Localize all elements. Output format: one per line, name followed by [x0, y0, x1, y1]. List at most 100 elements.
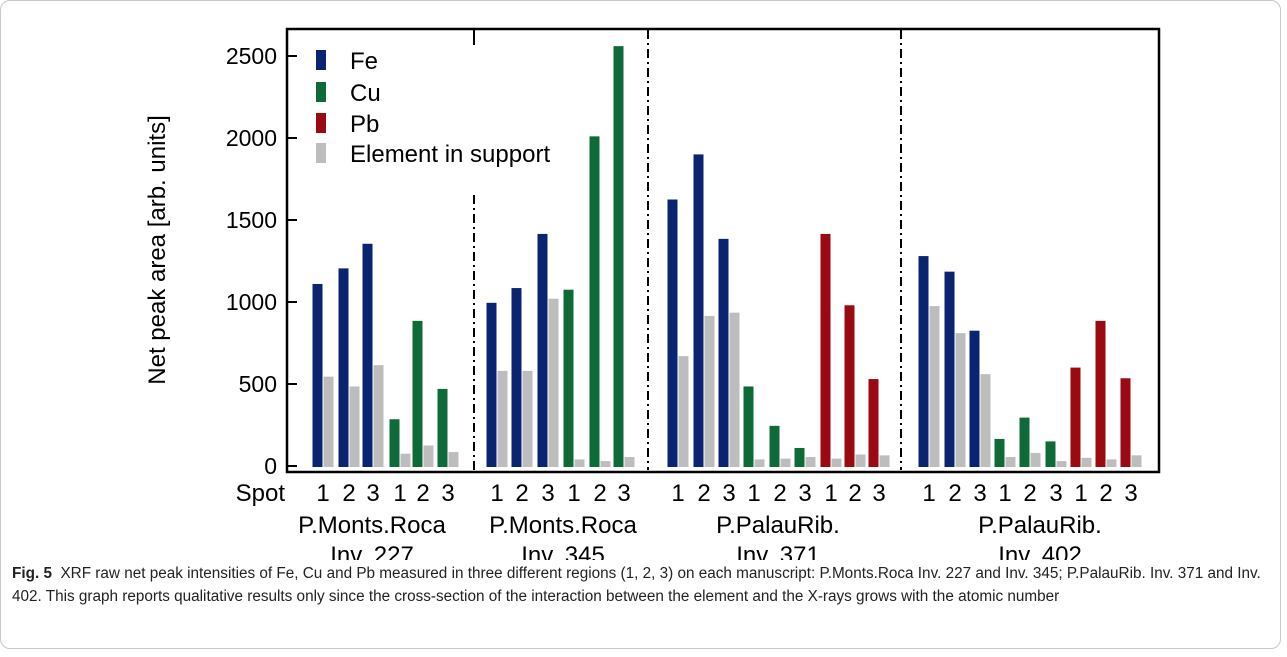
bar-element-in-support — [373, 365, 384, 467]
bar-element-in-support — [349, 386, 360, 467]
legend-swatch-cu — [316, 82, 326, 102]
bar-cu — [589, 136, 600, 468]
bar-element-in-support — [780, 458, 791, 467]
y-tick-label: 2500 — [226, 43, 277, 69]
spot-label: 2 — [697, 480, 710, 507]
bar-element-in-support — [548, 298, 559, 467]
bar-element-in-support — [448, 452, 459, 467]
legend-swatch-pb — [316, 113, 326, 133]
bar-element-in-support — [929, 306, 940, 467]
bar-pb — [820, 233, 831, 467]
bar-fe — [944, 271, 955, 467]
bar-pb — [1095, 320, 1106, 467]
bar-element-in-support — [704, 315, 715, 467]
bar-element-in-support — [574, 459, 585, 467]
bar-element-in-support — [624, 456, 635, 467]
group-label-inventory: Inv. 227 — [330, 542, 414, 560]
spot-label: 2 — [848, 480, 861, 507]
bar-element-in-support — [522, 370, 533, 467]
spot-label: 3 — [1124, 480, 1137, 507]
bar-fe — [718, 238, 729, 467]
y-axis-label: Net peak area [arb. units] — [144, 115, 171, 384]
bar-element-in-support — [323, 376, 334, 467]
legend-label: Cu — [350, 80, 381, 107]
bar-pb — [868, 379, 879, 467]
figure-caption: Fig. 5 XRF raw net peak intensities of F… — [12, 562, 1274, 608]
group-label-name: P.PalauRib. — [978, 512, 1102, 539]
bar-fe — [486, 302, 497, 467]
bar-pb — [844, 305, 855, 467]
bar-fe — [667, 199, 678, 467]
bar-element-in-support — [729, 312, 740, 467]
spot-label: 2 — [773, 480, 786, 507]
spot-label: 3 — [441, 480, 454, 507]
bar-element-in-support — [955, 333, 966, 467]
spot-label: 2 — [1099, 480, 1112, 507]
plot-area-frame — [285, 27, 1161, 474]
group-label-inventory: Inv. 402 — [998, 542, 1082, 560]
bar-cu — [1045, 441, 1056, 467]
bar-element-in-support — [879, 455, 890, 467]
legend-label: Fe — [350, 48, 378, 75]
bar-element-in-support — [497, 370, 508, 467]
spot-label: 3 — [541, 480, 554, 507]
legend-label: Pb — [350, 111, 379, 138]
spot-label: 3 — [1049, 480, 1062, 507]
bar-fe — [312, 283, 323, 467]
caption-label: Fig. 5 — [12, 565, 52, 582]
spot-label: 1 — [316, 480, 329, 507]
bar-cu — [1019, 417, 1030, 467]
y-tick-label: 1000 — [226, 289, 277, 315]
spot-label: 3 — [617, 480, 630, 507]
bar-cu — [563, 289, 574, 467]
bar-element-in-support — [1131, 455, 1142, 467]
bar-element-in-support — [831, 458, 842, 467]
bar-element-in-support — [400, 453, 411, 467]
bar-fe — [362, 243, 373, 467]
spot-label: 1 — [567, 480, 580, 507]
caption-text: XRF raw net peak intensities of Fe, Cu a… — [12, 565, 1261, 605]
spot-label: 1 — [922, 480, 935, 507]
bar-fe — [537, 233, 548, 467]
bar-pb — [1120, 378, 1131, 467]
bar-element-in-support — [423, 445, 434, 467]
bar-element-in-support — [1005, 456, 1016, 467]
bar-cu — [412, 320, 423, 467]
bar-fe — [511, 288, 522, 467]
bar-cu — [389, 419, 400, 467]
spot-label: 3 — [366, 480, 379, 507]
y-tick-label: 2000 — [226, 125, 277, 151]
spot-label: 2 — [1023, 480, 1036, 507]
bar-fe — [969, 330, 980, 467]
bar-cu — [769, 425, 780, 467]
spot-label: 2 — [515, 480, 528, 507]
bar-element-in-support — [1030, 452, 1041, 467]
spot-label: 3 — [973, 480, 986, 507]
bar-fe — [693, 154, 704, 467]
bar-element-in-support — [678, 356, 689, 467]
group-label-name: P.PalauRib. — [716, 512, 840, 539]
bar-element-in-support — [980, 374, 991, 467]
group-label-name: P.Monts.Roca — [298, 512, 446, 539]
bar-fe — [338, 268, 349, 467]
bar-element-in-support — [855, 454, 866, 467]
group-label-inventory: Inv. 345 — [521, 542, 605, 560]
y-tick-label: 1500 — [226, 207, 277, 233]
spot-label: 2 — [593, 480, 606, 507]
bar-element-in-support — [600, 461, 611, 467]
bar-element-in-support — [754, 459, 765, 467]
spot-label: 1 — [490, 480, 503, 507]
bar-cu — [613, 46, 624, 467]
spot-label: 1 — [671, 480, 684, 507]
spot-label: 2 — [948, 480, 961, 507]
x-axis-label: Spot — [236, 480, 286, 507]
group-label-name: P.Monts.Roca — [489, 512, 637, 539]
spot-label: 3 — [872, 480, 885, 507]
spot-label: 1 — [393, 480, 406, 507]
spot-label: 3 — [798, 480, 811, 507]
spot-label: 1 — [1074, 480, 1087, 507]
y-tick-label: 0 — [264, 453, 277, 479]
y-tick-label: 500 — [239, 371, 277, 397]
